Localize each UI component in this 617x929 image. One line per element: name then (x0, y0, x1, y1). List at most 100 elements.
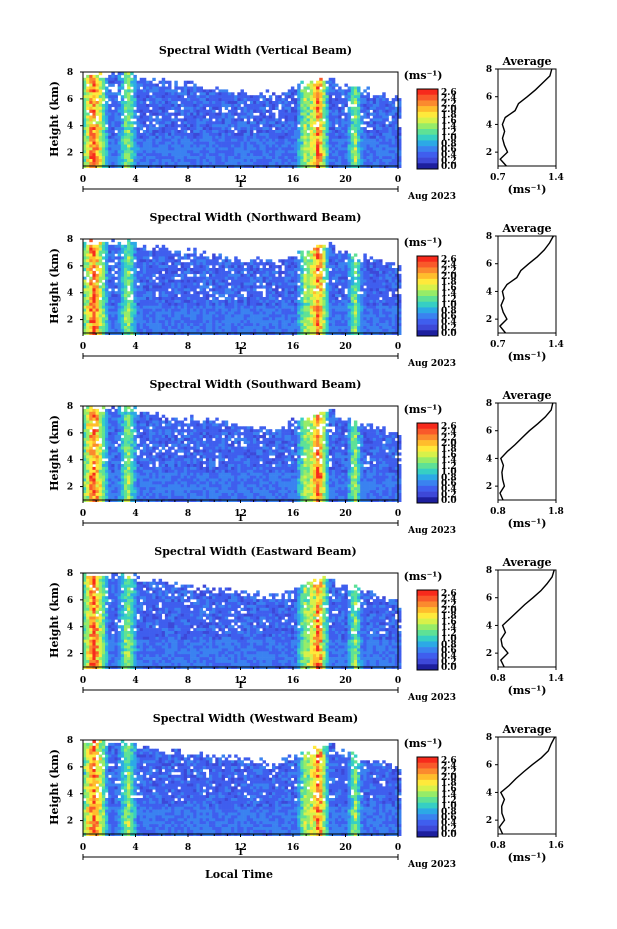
y-tick-label: 4 (67, 122, 73, 132)
avg-x-tick-label: 0.7 (490, 173, 506, 183)
average-frame (497, 402, 557, 501)
colorbar-tick-label: 1.4 (441, 790, 457, 800)
y-axis-label: Height (km) (48, 749, 61, 825)
avg-y-tick-label: 8 (486, 232, 492, 242)
x-tick-label: 0 (80, 676, 86, 686)
colorbar-swatch (417, 595, 438, 602)
colorbar-swatch (417, 318, 438, 325)
colorbar-tick-label: 0.8 (441, 139, 457, 149)
panel-title: Spectral Width (Vertical Beam) (159, 44, 352, 57)
average-frame (497, 235, 557, 334)
colorbar-unit: (ms⁻¹) (404, 236, 443, 249)
average-line (499, 569, 555, 668)
colorbar-tick-label: 0.2 (441, 824, 457, 834)
colorbar-swatch (417, 630, 438, 637)
colorbar-swatch (417, 808, 438, 815)
average-line (499, 68, 553, 167)
heatmap (83, 239, 402, 335)
colorbar-tick-label: 2.6 (441, 422, 457, 432)
y-tick-label: 8 (67, 736, 73, 746)
colorbar-tick-label: 0.0 (441, 329, 457, 339)
colorbar-tick-label: 2.6 (441, 756, 457, 766)
avg-y-tick-label: 6 (486, 594, 492, 604)
colorbar-swatch (417, 601, 438, 608)
colorbar-swatch (417, 100, 438, 107)
x-tick-label: 20 (339, 843, 352, 853)
average-title: Average (501, 723, 551, 736)
colorbar-swatch (417, 468, 438, 475)
colorbar-tick-label: 1.6 (441, 283, 457, 293)
avg-y-tick-label: 8 (486, 65, 492, 75)
x-tick-label: 12 (234, 509, 247, 519)
colorbar: 2.62.42.22.01.81.61.41.21.00.80.60.40.20… (416, 88, 457, 172)
x-tick-label: 0 (80, 509, 86, 519)
colorbar-swatch (417, 261, 438, 268)
x-tick-label: 12 (234, 342, 247, 352)
colorbar-swatch (417, 140, 438, 147)
x-tick-label: 0 (80, 342, 86, 352)
colorbar-tick-label: 1.8 (441, 278, 457, 288)
day-label: 1 (237, 347, 243, 357)
heatmap (83, 72, 402, 168)
avg-x-tick-label: 1.4 (548, 340, 564, 350)
avg-x-tick-label: 1.4 (548, 173, 564, 183)
colorbar-tick-label: 1.8 (441, 612, 457, 622)
x-tick-label: 8 (185, 175, 191, 185)
colorbar-tick-label: 0.4 (441, 151, 457, 161)
panel-title: Spectral Width (Northward Beam) (150, 211, 362, 224)
average-unit: (ms⁻¹) (508, 684, 547, 697)
day-label: 1 (237, 848, 243, 858)
colorbar-tick-label: 0.0 (441, 663, 457, 673)
y-tick-label: 2 (67, 316, 73, 326)
panel-title: Spectral Width (Southward Beam) (149, 378, 361, 391)
x-tick-label: 8 (185, 342, 191, 352)
colorbar-swatch (417, 768, 438, 775)
colorbar-swatch (417, 440, 438, 447)
avg-y-tick-label: 6 (486, 427, 492, 437)
colorbar-swatch (417, 423, 438, 430)
colorbar-swatch (417, 106, 438, 113)
x-axis-label: Local Time (205, 868, 273, 881)
colorbar-swatch (417, 785, 438, 792)
colorbar-tick-label: 2.2 (441, 99, 457, 109)
avg-y-tick-label: 2 (486, 649, 492, 659)
x-tick-label: 0 (395, 175, 401, 185)
colorbar-swatch (417, 590, 438, 597)
average-frame (497, 736, 557, 835)
colorbar-tick-label: 1.2 (441, 462, 457, 472)
colorbar-swatch (417, 797, 438, 804)
colorbar-tick-label: 1.6 (441, 617, 457, 627)
average-unit: (ms⁻¹) (508, 517, 547, 530)
colorbar-swatch (417, 290, 438, 297)
colorbar-tick-label: 2.4 (441, 94, 457, 104)
colorbar-swatch (417, 463, 438, 470)
average-frame (497, 68, 557, 167)
x-tick-label: 16 (287, 509, 300, 519)
colorbar-swatch (417, 658, 438, 665)
y-tick-label: 4 (67, 790, 73, 800)
colorbar-swatch (417, 445, 438, 452)
x-tick-label: 20 (339, 175, 352, 185)
x-tick-label: 20 (339, 509, 352, 519)
colorbar-swatch (417, 89, 438, 96)
colorbar-tick-label: 0.8 (441, 640, 457, 650)
x-tick-label: 0 (395, 342, 401, 352)
colorbar-swatch (417, 307, 438, 314)
avg-x-tick-label: 0.7 (490, 340, 506, 350)
colorbar-swatch (417, 278, 438, 285)
panel-title: Spectral Width (Eastward Beam) (154, 545, 356, 558)
panel-4: Spectral Width (Eastward Beam)0 4 8 12 16 20 0… (48, 545, 564, 703)
colorbar-swatch (417, 647, 438, 654)
avg-x-tick-label: 0.8 (490, 507, 506, 517)
colorbar-swatch (417, 111, 438, 118)
colorbar-tick-label: 1.4 (441, 623, 457, 633)
colorbar: 2.62.42.22.01.81.61.41.21.00.80.60.40.20… (416, 255, 457, 339)
colorbar-tick-label: 0.4 (441, 652, 457, 662)
x-tick-label: 12 (234, 843, 247, 853)
x-tick-label: 8 (185, 843, 191, 853)
colorbar-tick-label: 0.6 (441, 145, 457, 155)
y-tick-label: 6 (67, 95, 73, 105)
x-tick-label: 12 (234, 175, 247, 185)
colorbar-tick-label: 1.2 (441, 796, 457, 806)
colorbar-tick-label: 0.0 (441, 830, 457, 840)
